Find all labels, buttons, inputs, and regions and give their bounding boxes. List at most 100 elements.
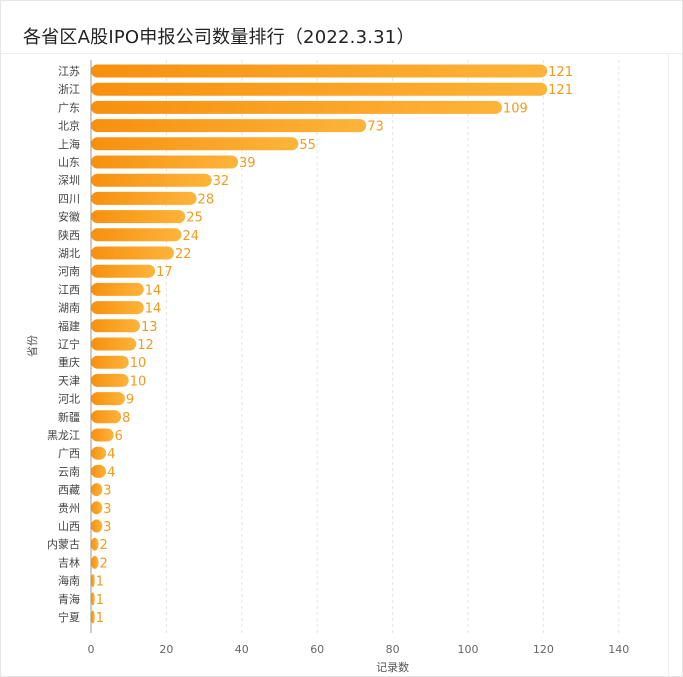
chart-header: 各省区A股IPO申报公司数量排行（2022.3.31） <box>1 1 682 54</box>
category-label: 天津 <box>58 374 80 387</box>
bar <box>91 592 95 606</box>
category-label: 北京 <box>58 119 80 133</box>
value-label: 6 <box>115 429 123 444</box>
bar <box>91 119 367 133</box>
bar <box>91 373 129 387</box>
value-label: 73 <box>367 120 384 135</box>
category-label: 黑龙江 <box>47 429 80 442</box>
bar <box>91 155 239 169</box>
bar <box>91 446 107 460</box>
value-label: 39 <box>239 156 256 171</box>
value-label: 55 <box>299 138 316 153</box>
x-tick-label: 40 <box>235 643 249 656</box>
category-label: 辽宁 <box>58 337 80 351</box>
category-label: 山东 <box>58 156 80 169</box>
bar <box>91 574 95 588</box>
category-label: 宁夏 <box>58 610 80 624</box>
x-tick-label: 140 <box>608 643 629 656</box>
category-label: 浙江 <box>58 83 80 96</box>
value-label: 10 <box>130 356 147 371</box>
value-label: 4 <box>107 447 115 462</box>
value-label: 121 <box>548 65 573 80</box>
bar <box>91 210 186 224</box>
value-label: 10 <box>130 374 147 389</box>
category-labels: 江苏浙江广东北京上海山东深圳四川安徽陕西湖北河南江西湖南福建辽宁重庆天津河北新疆… <box>47 65 80 624</box>
value-label: 1 <box>96 611 104 626</box>
category-label: 安徽 <box>58 210 80 224</box>
value-label: 13 <box>141 320 158 335</box>
bar <box>91 228 182 242</box>
bar <box>91 392 125 406</box>
x-tick-label: 120 <box>533 643 554 656</box>
x-tick-labels: 0 20 40 60 80 100 120 140 <box>88 643 630 656</box>
y-axis-title: 省份 <box>26 335 39 357</box>
bar <box>91 428 114 442</box>
category-label: 内蒙古 <box>47 537 80 551</box>
value-label: 109 <box>503 101 528 116</box>
value-label: 25 <box>186 211 203 226</box>
category-label: 山西 <box>58 520 80 533</box>
bar <box>91 282 144 296</box>
bars-group <box>91 64 548 624</box>
category-label: 陕西 <box>58 228 80 242</box>
category-label: 海南 <box>58 574 80 588</box>
x-tick-label: 20 <box>159 643 173 656</box>
value-label: 4 <box>107 465 115 480</box>
category-label: 广东 <box>58 101 80 114</box>
value-label: 17 <box>156 265 173 280</box>
bar <box>91 319 141 333</box>
category-label: 河北 <box>58 393 80 406</box>
bar <box>91 100 502 114</box>
bar <box>91 537 99 551</box>
value-label: 9 <box>126 393 134 408</box>
x-tick-label: 0 <box>88 643 95 656</box>
category-label: 江西 <box>58 283 80 296</box>
value-label: 24 <box>182 229 199 244</box>
bar <box>91 264 156 278</box>
category-label: 湖北 <box>58 247 80 260</box>
category-label: 贵州 <box>58 502 80 515</box>
bar <box>91 246 174 260</box>
bar <box>91 555 99 569</box>
bar <box>91 301 144 315</box>
bar <box>91 137 299 151</box>
value-label: 22 <box>175 247 192 262</box>
right-divider <box>668 53 669 676</box>
x-tick-label: 80 <box>386 643 400 656</box>
x-axis-title: 记录数 <box>376 661 409 674</box>
category-label: 广西 <box>58 447 80 460</box>
category-label: 西藏 <box>58 484 80 497</box>
bar <box>91 464 107 478</box>
category-label: 河南 <box>58 265 80 278</box>
bar <box>91 191 197 205</box>
category-label: 上海 <box>58 137 80 151</box>
category-label: 新疆 <box>58 410 80 424</box>
value-label: 14 <box>145 283 162 298</box>
value-label: 12 <box>137 338 154 353</box>
value-label: 3 <box>103 520 111 535</box>
bar <box>91 64 548 78</box>
chart-title: 各省区A股IPO申报公司数量排行（2022.3.31） <box>23 27 415 48</box>
bar <box>91 355 129 369</box>
category-label: 福建 <box>58 319 80 333</box>
value-labels: 1211211097355393228252422171414131210109… <box>96 65 573 626</box>
category-label: 重庆 <box>58 355 80 369</box>
bar <box>91 337 137 351</box>
bar <box>91 173 212 187</box>
category-label: 青海 <box>58 592 80 606</box>
value-label: 32 <box>213 174 230 189</box>
bar <box>91 483 103 497</box>
value-label: 2 <box>100 556 108 571</box>
value-label: 14 <box>145 302 162 317</box>
value-label: 28 <box>198 192 215 207</box>
value-label: 121 <box>548 83 573 98</box>
value-label: 3 <box>103 484 111 499</box>
x-tick-label: 60 <box>310 643 324 656</box>
bar <box>91 610 95 624</box>
category-label: 云南 <box>58 465 80 478</box>
bar <box>91 82 548 96</box>
value-label: 1 <box>96 593 104 608</box>
category-label: 江苏 <box>58 65 80 78</box>
value-label: 1 <box>96 575 104 590</box>
value-label: 2 <box>100 538 108 553</box>
